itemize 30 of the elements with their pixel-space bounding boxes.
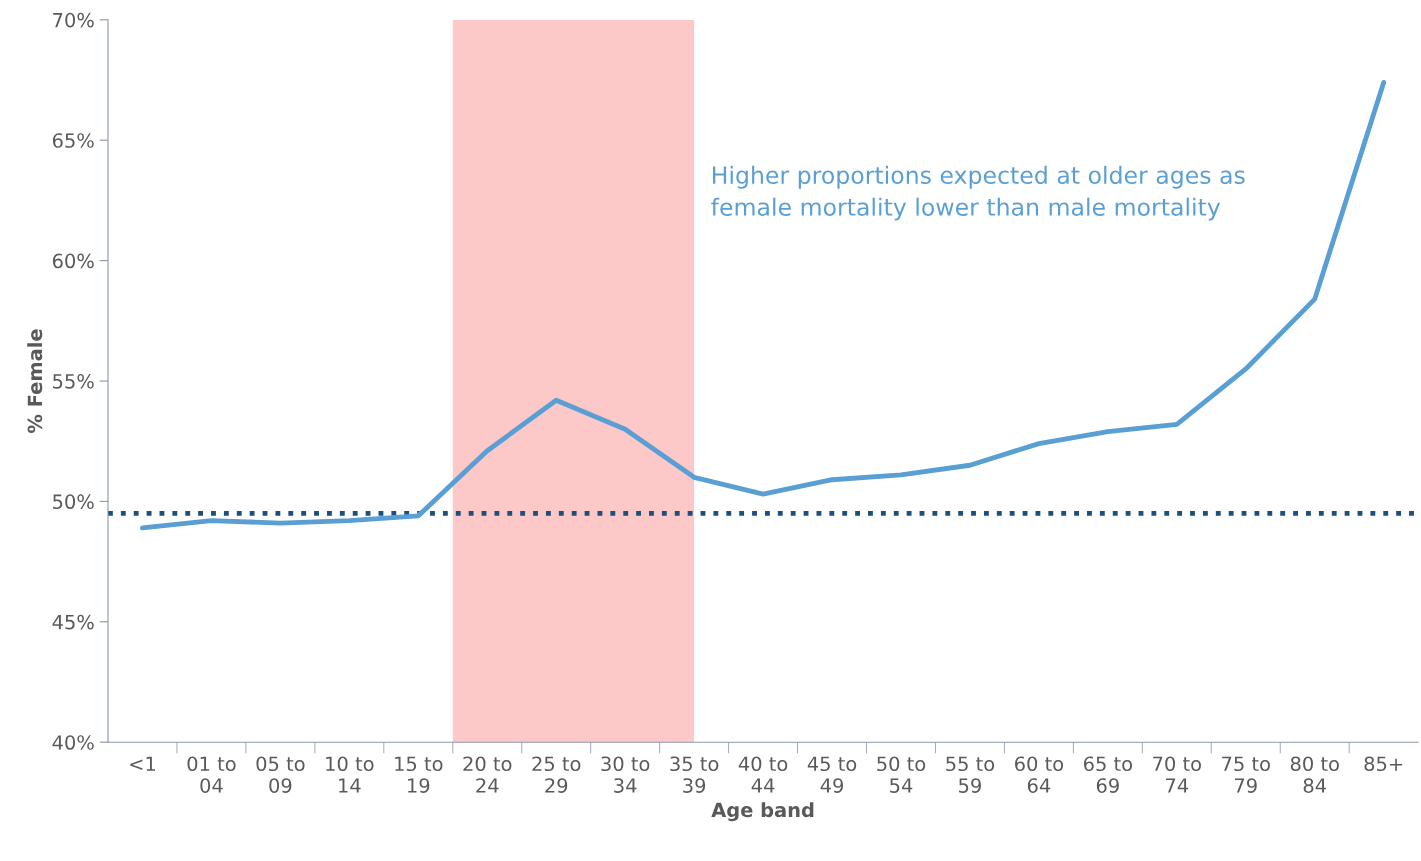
- y-tick-label: 45%: [52, 614, 94, 630]
- x-tick-label: 60 to 64: [1015, 756, 1064, 793]
- x-tick-label: 55 to 59: [946, 756, 995, 793]
- x-tick-label: 05 to 09: [256, 756, 305, 793]
- y-tick-label: 70%: [53, 12, 94, 28]
- x-tick-label: 10 to 14: [326, 756, 374, 793]
- x-tick-label: 85+: [1364, 756, 1403, 772]
- y-axis-title: % Female: [27, 329, 43, 433]
- x-tick-label: 25 to 29: [532, 756, 581, 793]
- x-tick-label: 35 to 39: [670, 756, 719, 793]
- y-tick-label: 40%: [52, 735, 94, 750]
- x-tick-label: 50 to 54: [877, 756, 926, 793]
- x-tick-label: 40 to 44: [738, 756, 788, 793]
- y-tick-label: 60%: [52, 253, 94, 269]
- x-axis-title: Age band: [711, 802, 814, 822]
- x-tick-label: 70 to 74: [1153, 756, 1201, 793]
- x-tick-label: 30 to 34: [601, 756, 650, 793]
- y-tick-label: 50%: [53, 494, 94, 510]
- annotation: Higher proportions expected at older ages as female mortality lower than male mortality: [711, 165, 1245, 221]
- x-tick-label: 20 to 24: [463, 756, 512, 793]
- x-tick-label: 65 to 69: [1083, 756, 1133, 793]
- y-tick-label: 55%: [53, 373, 94, 389]
- y-tick-label: 65%: [52, 133, 94, 148]
- x-tick-label: 15 to 19: [395, 756, 443, 793]
- line-series: [140, 79, 1387, 531]
- x-tick-label: <1: [130, 756, 156, 771]
- x-tick-label: 01 to 04: [187, 756, 236, 793]
- x-tick-label: 45 to 49: [807, 756, 857, 793]
- x-tick-label: 75 to 79: [1222, 756, 1270, 793]
- x-tick-label: 80 to 84: [1290, 756, 1339, 793]
